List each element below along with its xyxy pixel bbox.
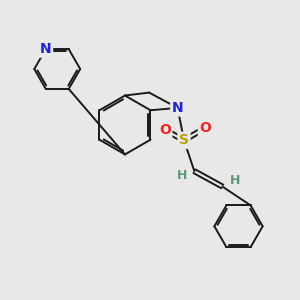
- Text: N: N: [172, 101, 183, 115]
- Text: S: S: [179, 133, 189, 147]
- Text: H: H: [177, 169, 187, 182]
- Text: O: O: [159, 123, 171, 137]
- Text: N: N: [40, 42, 52, 56]
- Text: O: O: [199, 121, 211, 135]
- Text: H: H: [230, 173, 240, 187]
